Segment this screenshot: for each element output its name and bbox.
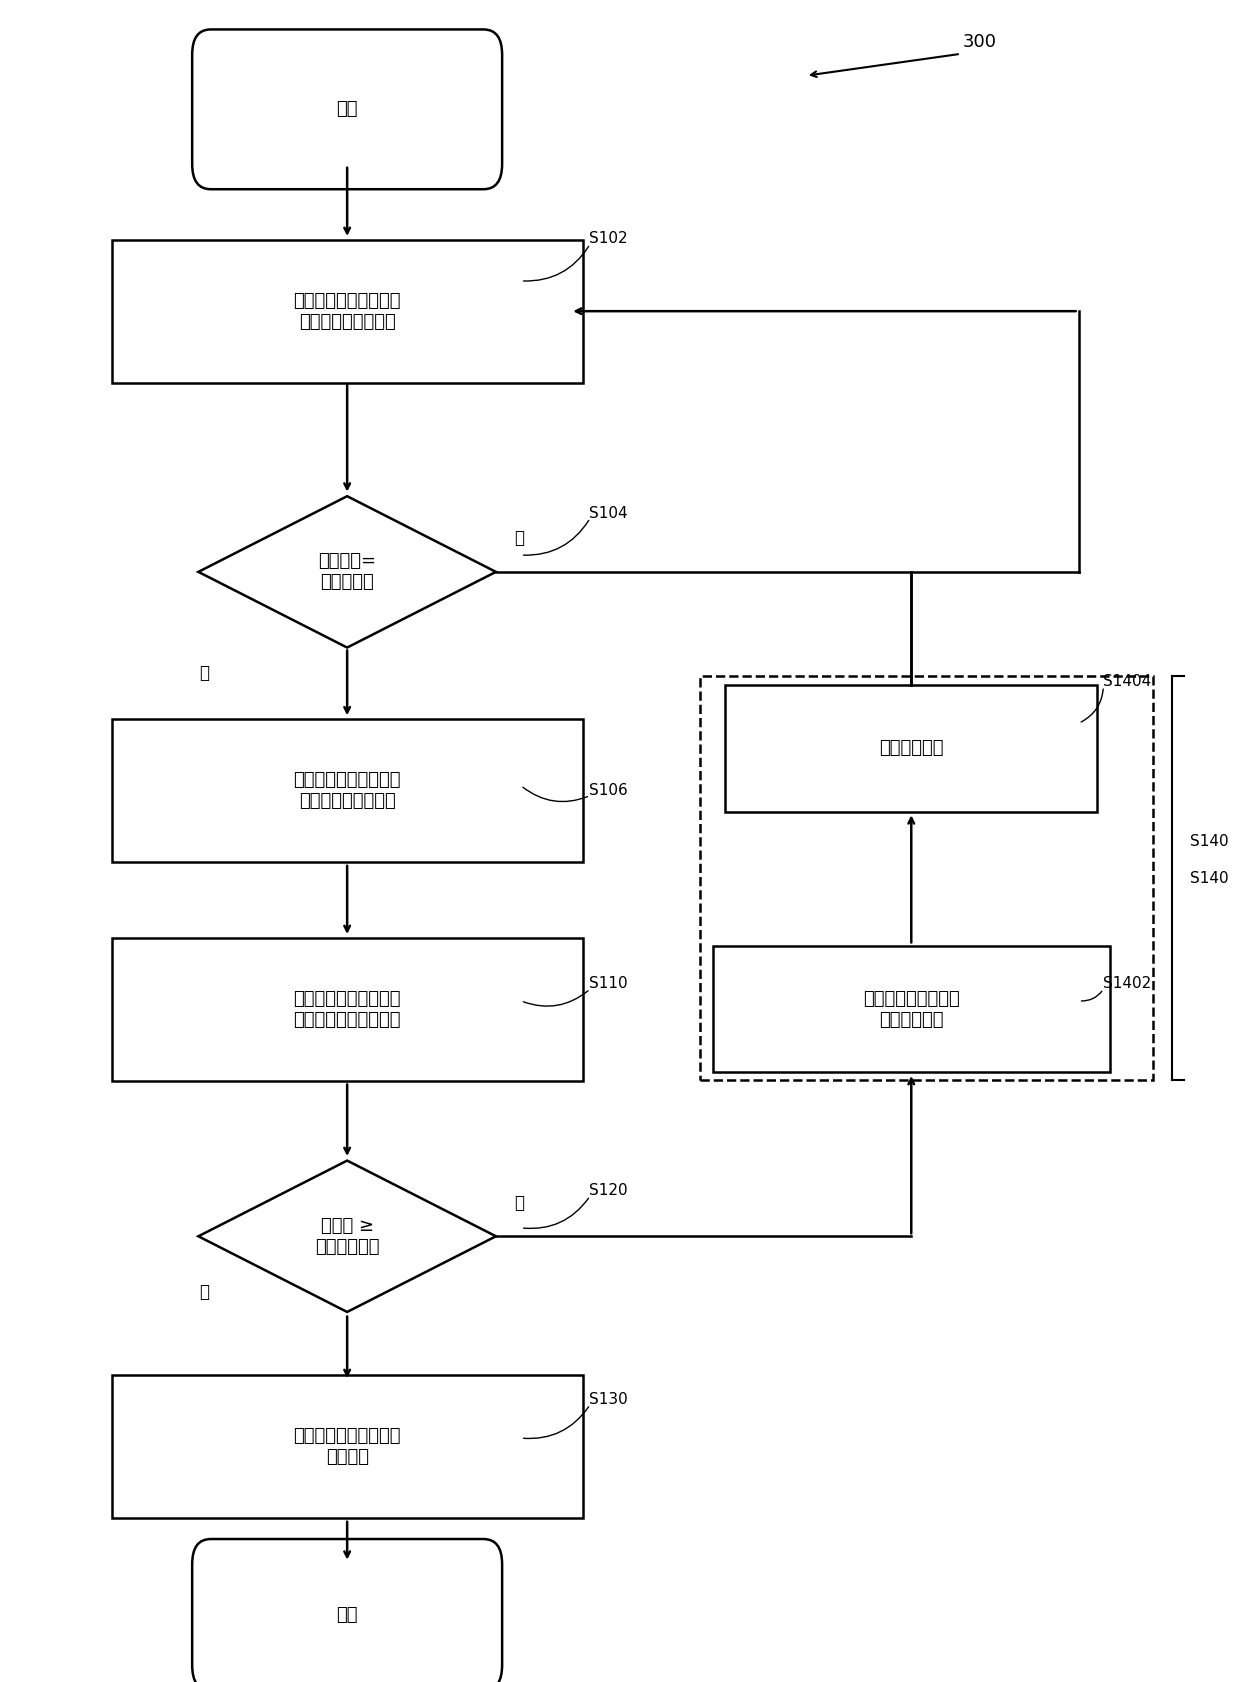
Polygon shape [198,496,496,648]
Text: 300: 300 [962,34,997,50]
Text: S1404: S1404 [1104,674,1152,688]
Text: 结束: 结束 [336,1606,358,1623]
Bar [701,676,1153,1080]
Text: 确定多个标注结果通过
质量检测: 确定多个标注结果通过 质量检测 [294,1426,401,1467]
Bar [112,939,583,1082]
Text: 相似度 ≥
相似度阈值？: 相似度 ≥ 相似度阈值？ [315,1216,379,1256]
Text: S140: S140 [1190,871,1229,885]
Text: S102: S102 [589,232,627,246]
Text: 否: 否 [515,1194,525,1211]
Text: 特定数目=
数目阈值？: 特定数目= 数目阈值？ [319,552,376,592]
Text: S106: S106 [589,784,627,797]
Polygon shape [198,1161,496,1312]
Bar [112,1376,583,1517]
Text: 计算与标注任务相关的
多个标注结果的相似度: 计算与标注任务相关的 多个标注结果的相似度 [294,989,401,1029]
Bar [112,720,583,861]
Text: S110: S110 [589,977,627,991]
Text: S1402: S1402 [1104,977,1152,991]
Text: S130: S130 [589,1393,627,1406]
FancyBboxPatch shape [192,1539,502,1682]
Text: 将特定数目的标注结果
确定为多个标注结果: 将特定数目的标注结果 确定为多个标注结果 [294,770,401,811]
Text: 增大数目阈值: 增大数目阈值 [879,740,944,757]
Text: S140: S140 [1190,834,1229,848]
Bar [725,686,1097,811]
Text: 开始: 开始 [336,101,358,118]
Text: 是: 是 [200,664,210,681]
Text: 获取与标注任务相关的
特定数目的标注结果: 获取与标注任务相关的 特定数目的标注结果 [294,291,401,331]
Bar [713,945,1110,1073]
Text: 确定多个标注结果未
通过质量检测: 确定多个标注结果未 通过质量检测 [863,989,960,1029]
FancyBboxPatch shape [192,30,502,190]
Text: 否: 否 [515,530,525,547]
Bar [112,241,583,383]
Text: S120: S120 [589,1184,627,1198]
Text: 是: 是 [200,1283,210,1300]
Text: S104: S104 [589,506,627,520]
